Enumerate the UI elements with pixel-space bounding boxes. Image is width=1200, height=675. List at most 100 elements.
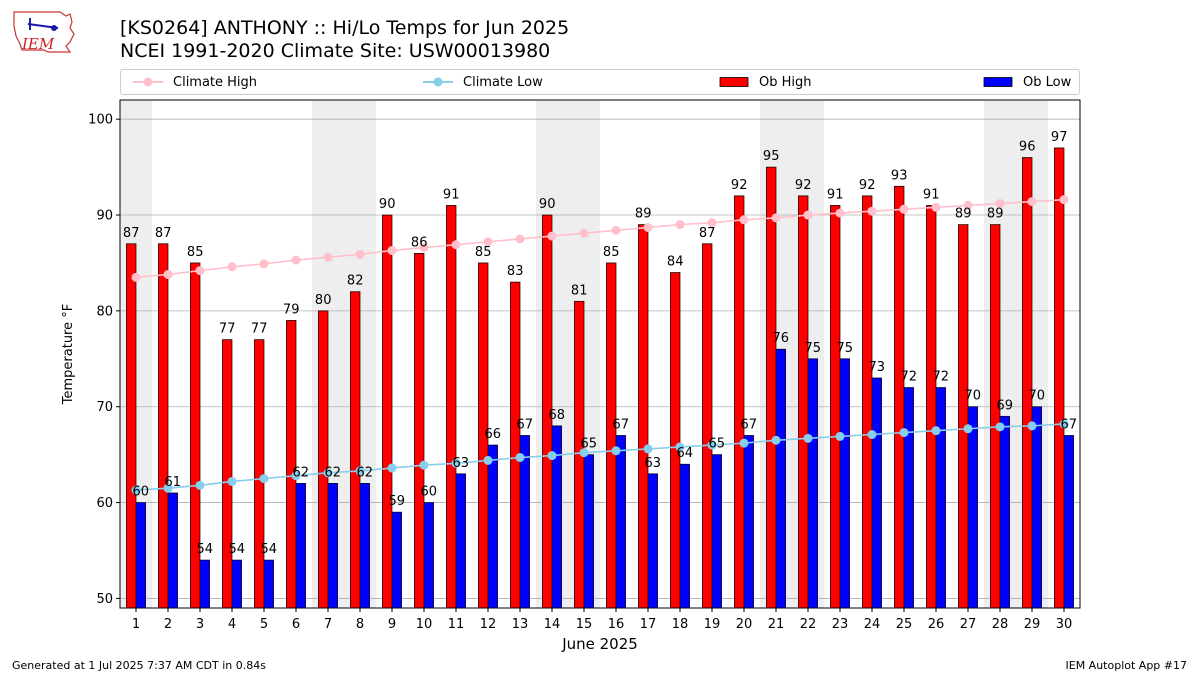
climate-low-point — [1027, 421, 1037, 431]
climate-low-point — [963, 424, 973, 434]
ob-low-bar — [647, 473, 658, 609]
ob-low-bar — [1031, 406, 1042, 609]
ob-low-bar — [839, 358, 850, 609]
ob-high-label: 90 — [539, 197, 556, 212]
climate-high-point — [195, 266, 205, 276]
ob-high-bar — [830, 205, 841, 609]
ob-low-bar — [615, 435, 626, 609]
ob-low-bar — [935, 387, 946, 609]
ob-high-bar — [126, 243, 137, 609]
ob-low-label: 67 — [1061, 417, 1078, 432]
ob-low-bar — [391, 511, 402, 609]
ob-low-label: 75 — [837, 341, 854, 356]
ob-low-bar — [167, 492, 178, 609]
ob-low-bar — [679, 463, 690, 609]
climate-high-point — [483, 237, 493, 247]
climate-low-point — [1059, 419, 1069, 429]
climate-low-point — [515, 453, 525, 463]
ob-high-label: 91 — [923, 187, 940, 202]
climate-high-point — [355, 249, 365, 259]
ob-high-bar — [158, 243, 169, 609]
ob-low-label: 67 — [517, 417, 534, 432]
climate-low-point — [579, 448, 589, 458]
ob-high-label: 95 — [763, 149, 780, 164]
ob-high-bar — [1054, 147, 1065, 609]
ob-high-bar — [286, 320, 297, 609]
x-tick-label: 22 — [800, 617, 817, 632]
climate-high-point — [259, 259, 269, 269]
x-tick-label: 13 — [512, 617, 529, 632]
ob-high-label: 86 — [411, 235, 428, 250]
ob-high-bar — [446, 205, 457, 609]
ob-high-label: 92 — [731, 178, 748, 193]
ob-high-label: 85 — [603, 245, 620, 260]
climate-low-point — [643, 444, 653, 454]
ob-high-swatch — [719, 77, 749, 87]
ob-low-bar — [231, 559, 242, 609]
climate-low-point — [291, 471, 301, 481]
ob-low-label: 76 — [773, 331, 790, 346]
ob-low-label: 54 — [229, 542, 246, 557]
ob-high-bar — [638, 224, 649, 609]
ob-high-bar — [606, 262, 617, 609]
ob-low-swatch — [983, 77, 1013, 87]
legend-label-ob-low: Ob Low — [1023, 74, 1072, 90]
climate-high-point — [739, 215, 749, 225]
x-tick-label: 25 — [896, 617, 913, 632]
ob-high-bar — [990, 224, 1001, 609]
ob-high-label: 87 — [699, 226, 716, 241]
legend-label-ob-high: Ob High — [759, 74, 812, 90]
legend-item-ob-low: Ob Low — [983, 70, 1071, 94]
ob-high-label: 89 — [955, 207, 972, 222]
y-tick-label: 100 — [88, 113, 113, 128]
y-tick-label: 80 — [96, 304, 113, 319]
ob-low-bar — [359, 483, 370, 609]
ob-low-bar — [1063, 435, 1074, 609]
y-tick-label: 60 — [96, 496, 113, 511]
x-tick-label: 27 — [960, 617, 977, 632]
ob-low-bar — [199, 559, 210, 609]
x-tick-label: 3 — [196, 617, 204, 632]
ob-high-bar — [414, 253, 425, 609]
climate-high-point — [707, 218, 717, 228]
climate-low-point — [355, 466, 365, 476]
x-tick-label: 26 — [928, 617, 945, 632]
climate-high-point — [835, 208, 845, 218]
x-tick-label: 24 — [864, 617, 881, 632]
climate-high-point — [931, 202, 941, 212]
climate-high-point — [995, 199, 1005, 209]
climate-low-line — [135, 423, 1065, 491]
ob-high-bar — [958, 224, 969, 609]
x-tick-label: 12 — [480, 617, 497, 632]
ob-high-label: 91 — [827, 187, 844, 202]
ob-low-label: 72 — [933, 370, 950, 385]
climate-low-point — [483, 455, 493, 465]
climate-high-point — [547, 231, 557, 241]
ob-high-bar — [510, 281, 521, 609]
climate-high-point — [771, 213, 781, 223]
ob-high-label: 87 — [155, 226, 172, 241]
ob-low-label: 62 — [293, 465, 310, 480]
ob-low-label: 60 — [133, 485, 150, 500]
climate-high-point — [675, 220, 685, 230]
x-tick-label: 14 — [544, 617, 561, 632]
x-tick-label: 21 — [768, 617, 785, 632]
ob-low-bar — [711, 454, 722, 609]
ob-high-label: 91 — [443, 187, 460, 202]
ob-low-label: 70 — [1029, 389, 1046, 404]
legend-label-climate-high: Climate High — [173, 74, 258, 90]
climate-low-point — [739, 438, 749, 448]
x-tick-label: 16 — [608, 617, 625, 632]
ob-low-label: 65 — [709, 437, 726, 452]
ob-low-label: 63 — [453, 456, 470, 471]
ob-low-label: 64 — [677, 446, 694, 461]
chart-subtitle: NCEI 1991-2020 Climate Site: USW00013980 — [120, 40, 551, 62]
climate-low-point — [451, 458, 461, 468]
chart-legend: Climate High Climate Low Ob High Ob Low — [120, 69, 1080, 95]
x-axis-label: June 2025 — [561, 635, 638, 653]
climate-low-swatch — [423, 77, 453, 87]
ob-high-bar — [382, 214, 393, 609]
x-tick-label: 9 — [388, 617, 396, 632]
climate-high-point — [803, 210, 813, 220]
